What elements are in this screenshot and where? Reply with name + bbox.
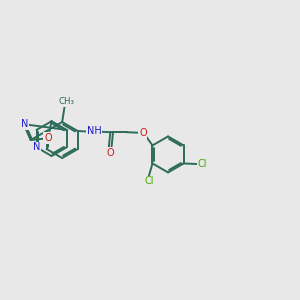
Text: O: O	[44, 133, 52, 143]
Text: N: N	[20, 119, 28, 129]
Text: Cl: Cl	[198, 159, 207, 169]
Text: O: O	[106, 148, 114, 158]
Text: Cl: Cl	[145, 176, 154, 186]
Text: N: N	[32, 142, 40, 152]
Text: CH₃: CH₃	[58, 98, 74, 106]
Text: O: O	[139, 128, 147, 138]
Text: NH: NH	[87, 126, 101, 136]
